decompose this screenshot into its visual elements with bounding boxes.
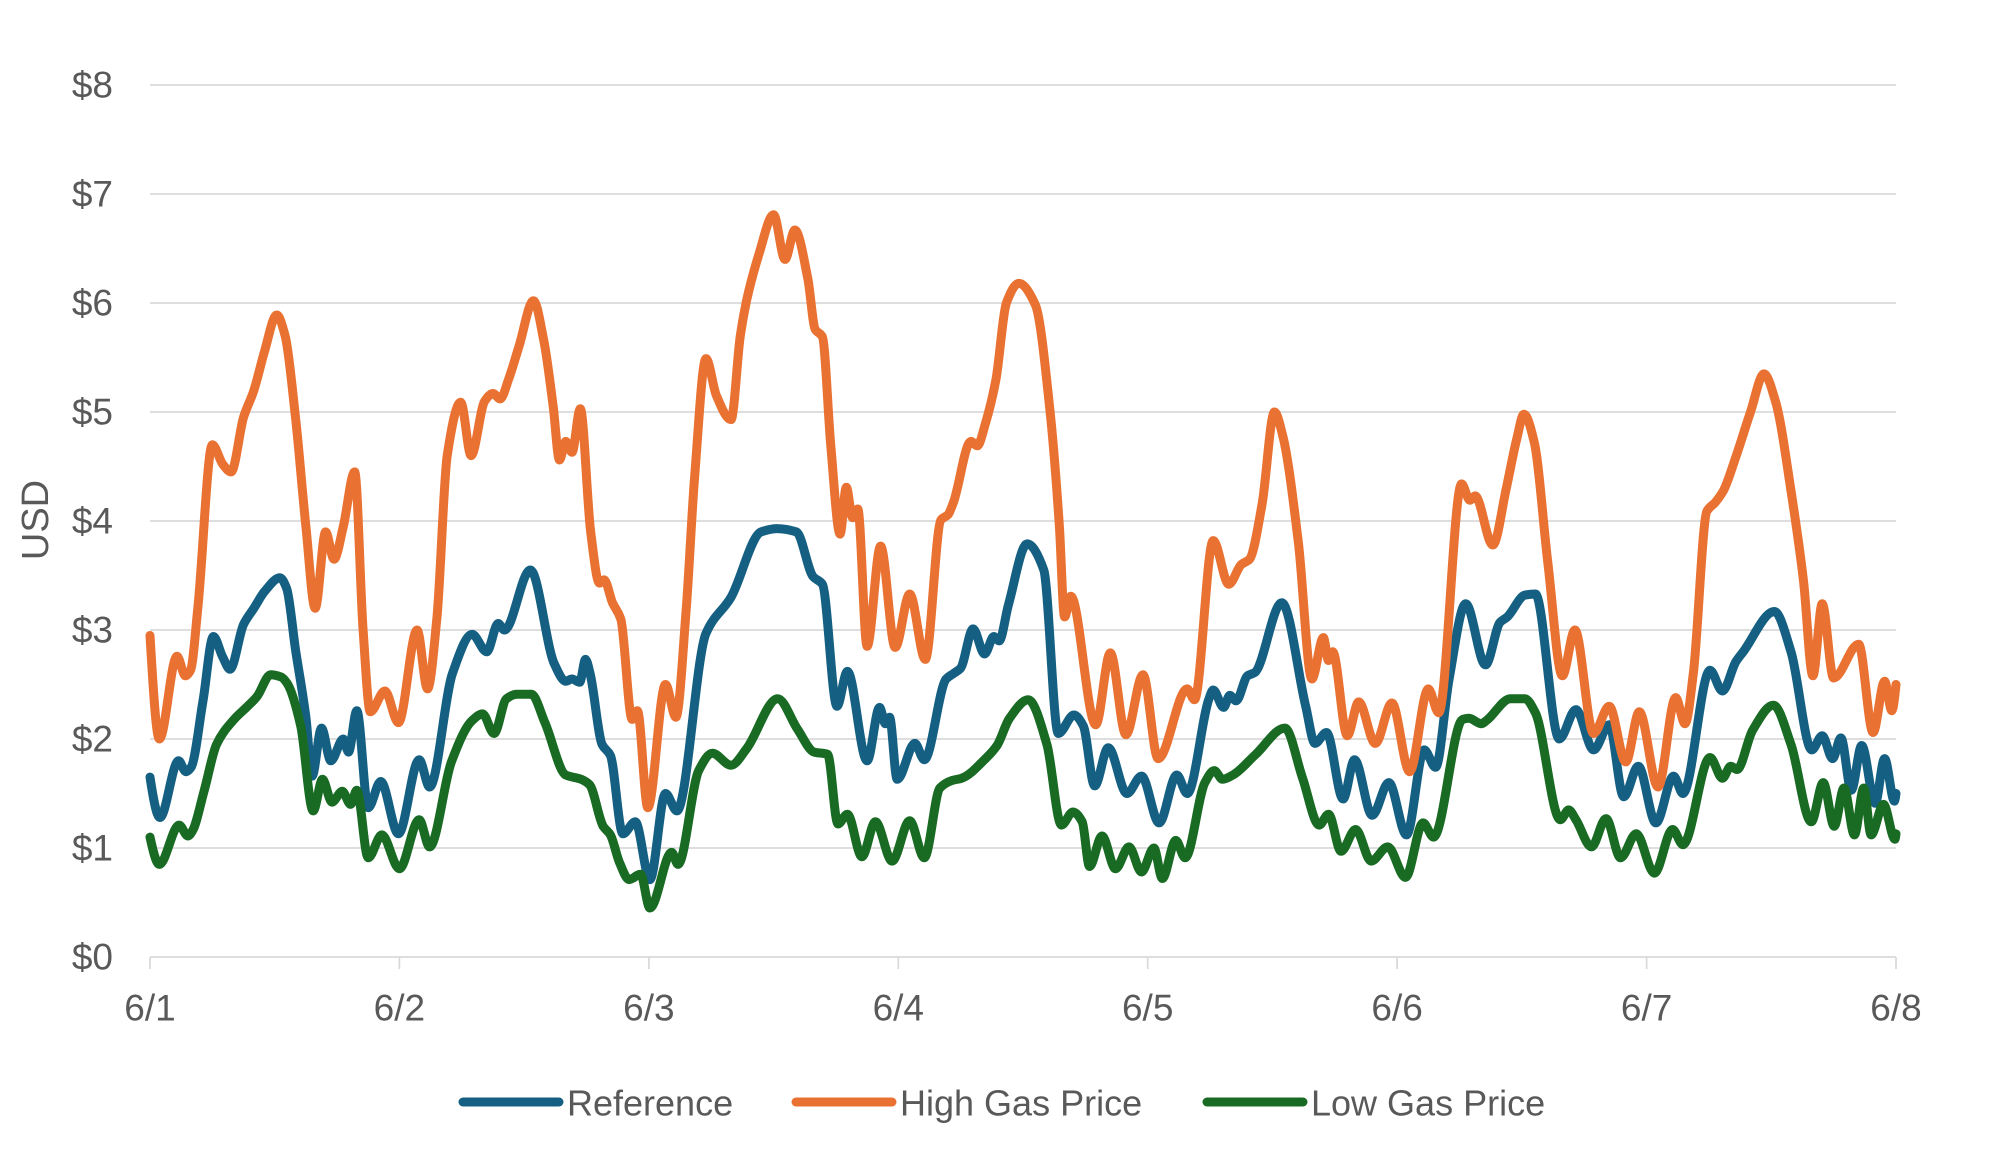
svg-text:6/5: 6/5 — [1122, 988, 1173, 1029]
svg-text:6/2: 6/2 — [374, 988, 425, 1029]
svg-text:6/1: 6/1 — [124, 988, 175, 1029]
svg-text:High Gas Price: High Gas Price — [900, 1083, 1142, 1124]
svg-text:$8: $8 — [72, 65, 113, 106]
svg-text:$2: $2 — [72, 719, 113, 760]
svg-text:$1: $1 — [72, 828, 113, 869]
svg-text:6/7: 6/7 — [1621, 988, 1672, 1029]
svg-text:$0: $0 — [72, 937, 113, 978]
svg-text:6/8: 6/8 — [1870, 988, 1921, 1029]
svg-text:$6: $6 — [72, 283, 113, 324]
svg-text:6/6: 6/6 — [1371, 988, 1422, 1029]
svg-text:$7: $7 — [72, 174, 113, 215]
svg-text:6/3: 6/3 — [623, 988, 674, 1029]
svg-text:$3: $3 — [72, 610, 113, 651]
svg-text:6/4: 6/4 — [873, 988, 924, 1029]
svg-text:$5: $5 — [72, 392, 113, 433]
svg-text:$4: $4 — [72, 501, 113, 542]
svg-text:Reference: Reference — [567, 1083, 733, 1124]
svg-text:USD: USD — [15, 480, 57, 560]
svg-text:Low Gas Price: Low Gas Price — [1311, 1083, 1545, 1124]
